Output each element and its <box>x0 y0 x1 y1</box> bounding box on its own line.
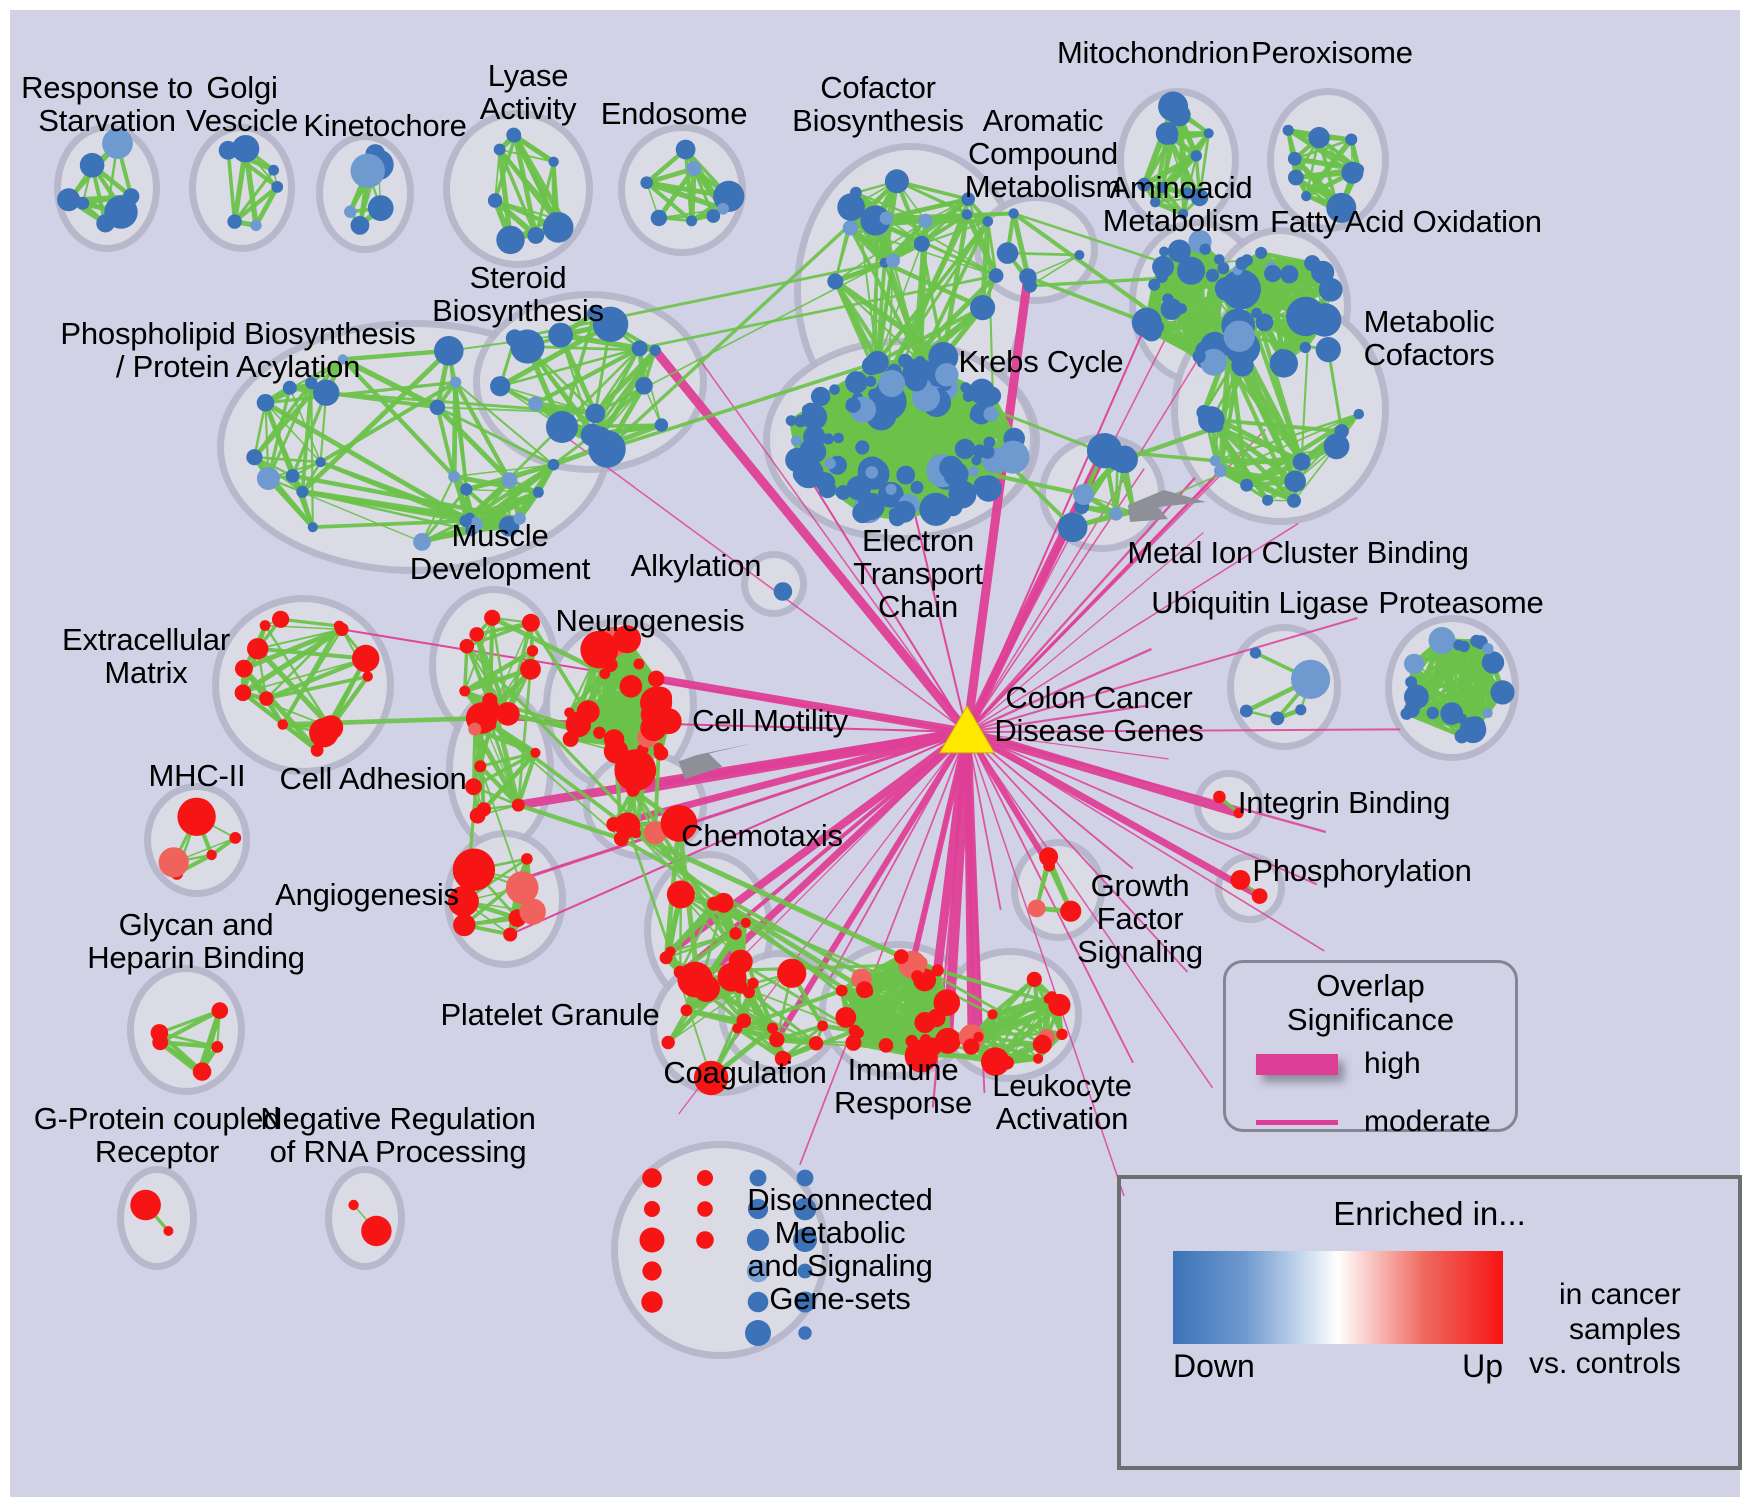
annotation-arrows <box>678 490 1206 780</box>
overlap-legend-moderate-row: moderate <box>1226 1105 1515 1139</box>
network-panel: Response to Starvation Golgi Vescicle Kine… <box>10 10 1742 1497</box>
cell-motility-arrow <box>678 742 755 780</box>
enrichment-legend-body: Down Up in cancer samples vs. controls <box>1121 1251 1738 1385</box>
enrichment-colorbar-wrap: Down Up <box>1173 1251 1503 1385</box>
overlap-legend-title: Overlap Significance <box>1286 968 1455 1038</box>
gene-set-nodes <box>57 91 1515 1346</box>
enrichment-colorbar-endlabels: Down Up <box>1173 1348 1503 1385</box>
enrichment-up-label: Up <box>1462 1348 1503 1384</box>
enrichment-colorbar <box>1173 1251 1503 1344</box>
overlap-legend-high-row: high <box>1226 1047 1515 1081</box>
high-significance-label: high <box>1364 1047 1421 1081</box>
enrichment-legend-title: Enriched in... <box>1333 1195 1526 1232</box>
overlap-significance-legend: Overlap Significance high moderate <box>1223 960 1518 1138</box>
enrichment-legend-side-text: in cancer samples vs. controls <box>1529 1278 1681 1380</box>
moderate-significance-label: moderate <box>1364 1105 1491 1139</box>
significance-edges <box>340 272 1401 1197</box>
network-graph <box>54 88 1519 1359</box>
enrichment-down-label: Down <box>1173 1348 1255 1384</box>
enrichment-colorbar-legend: Enriched in... Down Up in cancer samples… <box>1117 1175 1742 1470</box>
high-significance-swatch <box>1256 1053 1338 1075</box>
colon-cancer-hub-node[interactable] <box>938 705 996 754</box>
metal-ion-cluster-binding-arrow <box>1128 490 1206 522</box>
moderate-significance-swatch <box>1256 1119 1338 1125</box>
